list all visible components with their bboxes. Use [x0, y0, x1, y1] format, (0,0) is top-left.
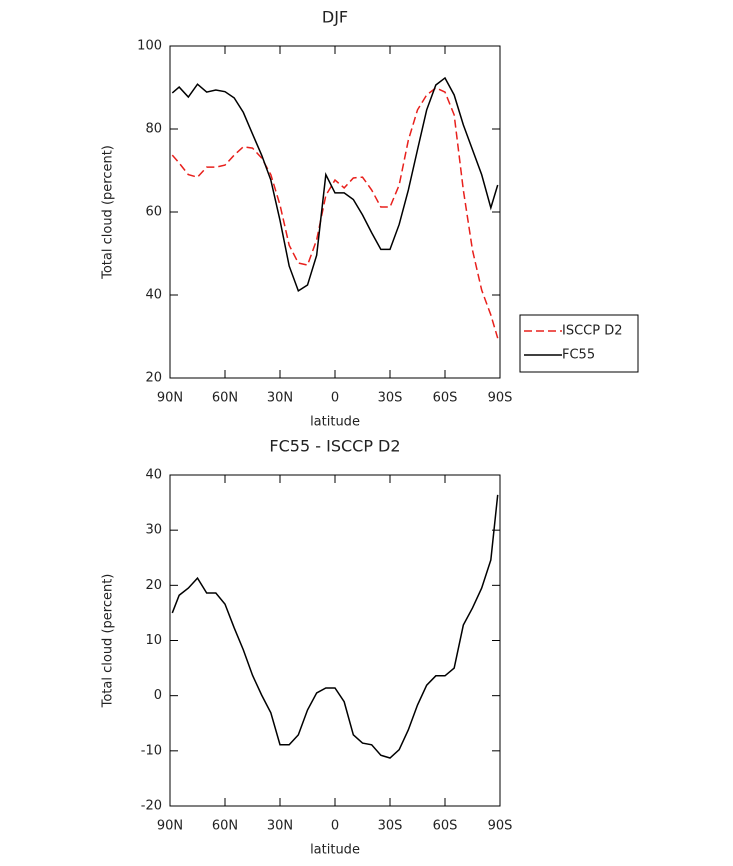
- plot-frame: [169, 45, 501, 379]
- y-axis-label: Total cloud (percent): [101, 145, 116, 280]
- y-tick-label: 40: [145, 468, 162, 483]
- data-line: [171, 76, 499, 292]
- y-tick-label: 20: [145, 578, 162, 593]
- chart-title: DJF: [322, 8, 348, 27]
- x-tick-label: 30S: [378, 391, 403, 406]
- y-tick-label: 40: [145, 288, 162, 303]
- y-tick-label: 0: [154, 688, 162, 703]
- y-tick-label: 10: [145, 633, 162, 648]
- y-axis-label: Total cloud (percent): [101, 574, 116, 709]
- x-axis-label: latitude: [310, 415, 360, 430]
- x-tick-label: 0: [331, 819, 339, 834]
- y-tick-label: 20: [145, 371, 162, 386]
- x-tick-label: 60S: [433, 819, 458, 834]
- x-tick-label: 60N: [212, 819, 238, 834]
- x-tick-label: 90S: [488, 391, 513, 406]
- x-axis-label: latitude: [310, 843, 360, 858]
- x-tick-label: 60S: [433, 391, 458, 406]
- legend-label: FC55: [562, 348, 595, 363]
- data-line: [171, 87, 499, 339]
- x-tick-label: 30N: [267, 391, 293, 406]
- x-tick-label: 90S: [488, 819, 513, 834]
- data-line: [171, 494, 499, 759]
- legend-box: [519, 314, 639, 373]
- y-tick-label: 60: [145, 205, 162, 220]
- x-tick-label: 90N: [157, 819, 183, 834]
- x-tick-label: 60N: [212, 391, 238, 406]
- y-tick-label: -20: [141, 799, 162, 814]
- chart-title: FC55 - ISCCP D2: [269, 437, 400, 456]
- legend-label: ISCCP D2: [562, 324, 623, 339]
- y-tick-label: 80: [145, 122, 162, 137]
- x-tick-label: 0: [331, 391, 339, 406]
- x-tick-label: 90N: [157, 391, 183, 406]
- x-tick-label: 30N: [267, 819, 293, 834]
- plot-frame: [169, 474, 501, 807]
- y-tick-label: -10: [141, 743, 162, 758]
- x-tick-label: 30S: [378, 819, 403, 834]
- y-tick-label: 100: [137, 39, 162, 54]
- y-tick-label: 30: [145, 523, 162, 538]
